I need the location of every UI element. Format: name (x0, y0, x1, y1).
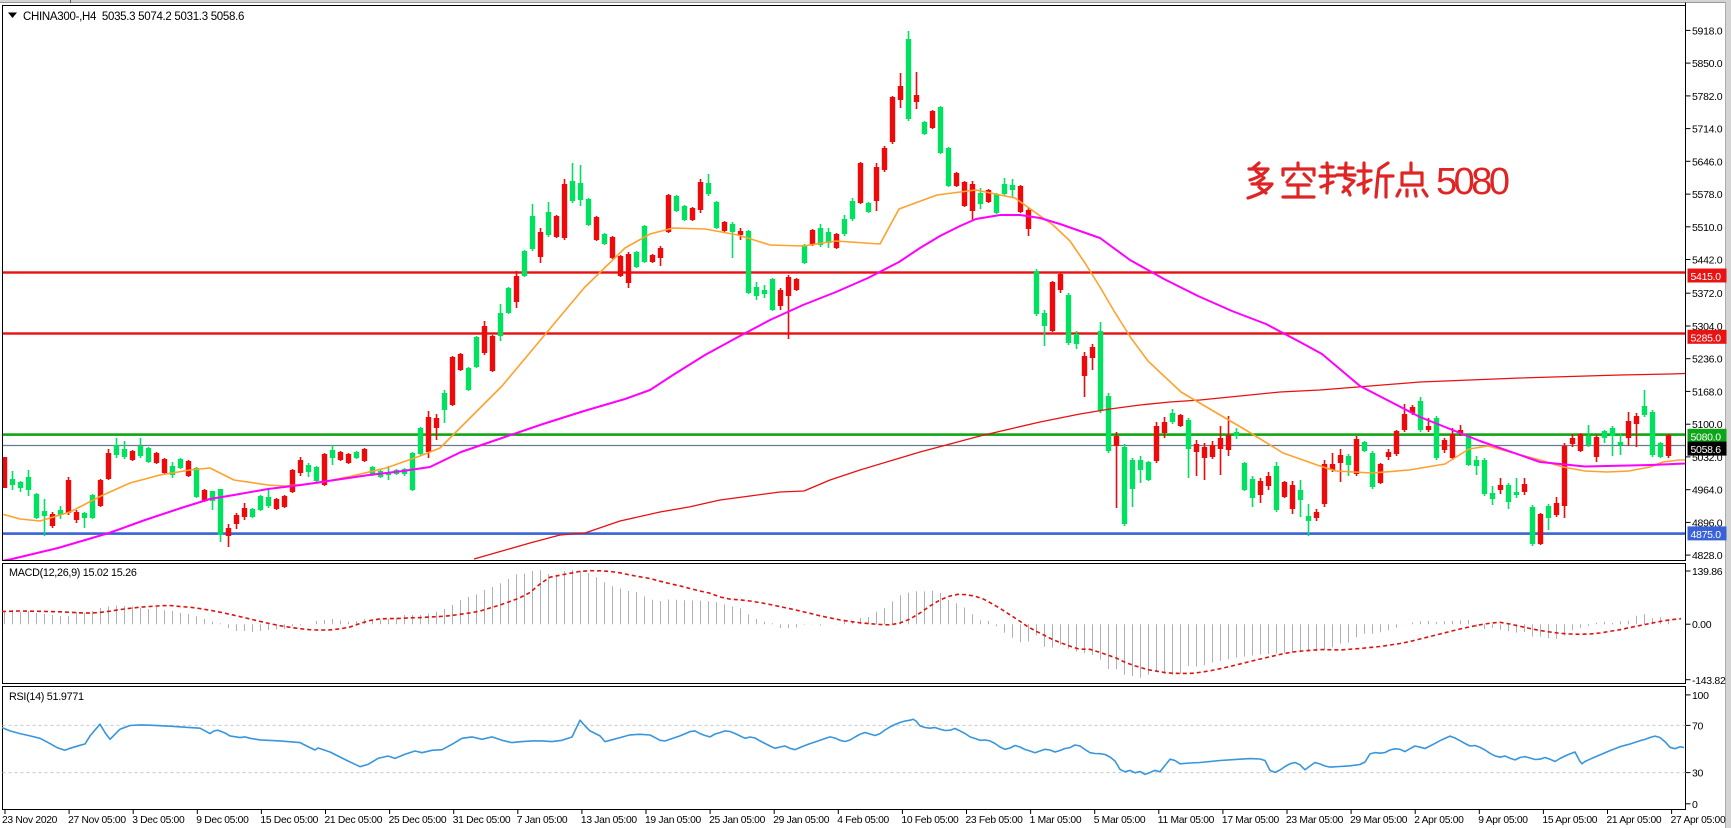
svg-text:4828.0: 4828.0 (1692, 550, 1723, 562)
svg-text:21 Apr 05:00: 21 Apr 05:00 (1607, 815, 1662, 826)
svg-text:15 Dec 05:00: 15 Dec 05:00 (260, 815, 318, 826)
svg-text:100: 100 (1692, 690, 1709, 702)
svg-text:5372.0: 5372.0 (1692, 288, 1723, 300)
svg-text:7 Jan 05:00: 7 Jan 05:00 (517, 815, 568, 826)
svg-text:27 Nov 05:00: 27 Nov 05:00 (68, 815, 126, 826)
svg-text:23 Mar 05:00: 23 Mar 05:00 (1286, 815, 1344, 826)
svg-text:9 Dec 05:00: 9 Dec 05:00 (196, 815, 249, 826)
svg-text:5850.0: 5850.0 (1692, 58, 1723, 70)
svg-text:23 Feb 05:00: 23 Feb 05:00 (966, 815, 1024, 826)
svg-text:1 Mar 05:00: 1 Mar 05:00 (1030, 815, 1082, 826)
svg-text:139.86: 139.86 (1692, 566, 1723, 578)
svg-text:23 Nov 2020: 23 Nov 2020 (2, 815, 58, 826)
svg-text:70: 70 (1692, 720, 1704, 732)
svg-text:5285.0: 5285.0 (1691, 332, 1722, 344)
svg-text:5415.0: 5415.0 (1691, 271, 1722, 283)
svg-text:30: 30 (1692, 768, 1704, 780)
svg-text:4964.0: 4964.0 (1692, 485, 1723, 497)
svg-text:31 Dec 05:00: 31 Dec 05:00 (453, 815, 511, 826)
svg-text:5442.0: 5442.0 (1692, 255, 1723, 267)
svg-text:5714.0: 5714.0 (1692, 124, 1723, 136)
svg-text:5100.0: 5100.0 (1692, 419, 1723, 431)
svg-text:5646.0: 5646.0 (1692, 156, 1723, 168)
svg-text:5510.0: 5510.0 (1692, 222, 1723, 234)
svg-text:29 Jan 05:00: 29 Jan 05:00 (773, 815, 830, 826)
svg-text:4875.0: 4875.0 (1691, 529, 1722, 541)
svg-text:19 Jan 05:00: 19 Jan 05:00 (645, 815, 702, 826)
svg-text:27 Apr 05:00: 27 Apr 05:00 (1671, 815, 1726, 826)
svg-text:-143.82: -143.82 (1692, 675, 1726, 687)
svg-text:5782.0: 5782.0 (1692, 91, 1723, 103)
svg-text:5080.0: 5080.0 (1691, 431, 1722, 443)
svg-text:CHINA300-,H4 5035.3 5074.2 50: CHINA300-,H4 5035.3 5074.2 5031.3 5058.6 (23, 11, 244, 23)
svg-text:5080: 5080 (1436, 161, 1509, 203)
svg-text:0: 0 (1692, 799, 1698, 811)
svg-text:5578.0: 5578.0 (1692, 189, 1723, 201)
svg-text:25 Dec 05:00: 25 Dec 05:00 (389, 815, 447, 826)
svg-text:17 Mar 05:00: 17 Mar 05:00 (1222, 815, 1280, 826)
svg-text:13 Jan 05:00: 13 Jan 05:00 (581, 815, 638, 826)
svg-text:10 Feb 05:00: 10 Feb 05:00 (901, 815, 959, 826)
svg-text:25 Jan 05:00: 25 Jan 05:00 (709, 815, 766, 826)
svg-text:29 Mar 05:00: 29 Mar 05:00 (1350, 815, 1408, 826)
svg-text:5058.6: 5058.6 (1691, 444, 1722, 456)
svg-text:5236.0: 5236.0 (1692, 354, 1723, 366)
svg-text:21 Dec 05:00: 21 Dec 05:00 (325, 815, 383, 826)
svg-text:4 Feb 05:00: 4 Feb 05:00 (837, 815, 889, 826)
svg-text:3 Dec 05:00: 3 Dec 05:00 (132, 815, 185, 826)
svg-text:2 Apr 05:00: 2 Apr 05:00 (1414, 815, 1464, 826)
svg-text:11 Mar 05:00: 11 Mar 05:00 (1158, 815, 1215, 826)
svg-text:5918.0: 5918.0 (1692, 25, 1723, 37)
svg-text:15 Apr 05:00: 15 Apr 05:00 (1542, 815, 1597, 826)
svg-text:5 Mar 05:00: 5 Mar 05:00 (1094, 815, 1146, 826)
svg-text:5168.0: 5168.0 (1692, 386, 1723, 398)
svg-text:MACD(12,26,9) 15.02 15.26: MACD(12,26,9) 15.02 15.26 (9, 567, 137, 579)
svg-text:0.00: 0.00 (1692, 619, 1712, 631)
svg-text:9 Apr 05:00: 9 Apr 05:00 (1478, 815, 1528, 826)
svg-text:RSI(14) 51.9771: RSI(14) 51.9771 (9, 691, 84, 703)
